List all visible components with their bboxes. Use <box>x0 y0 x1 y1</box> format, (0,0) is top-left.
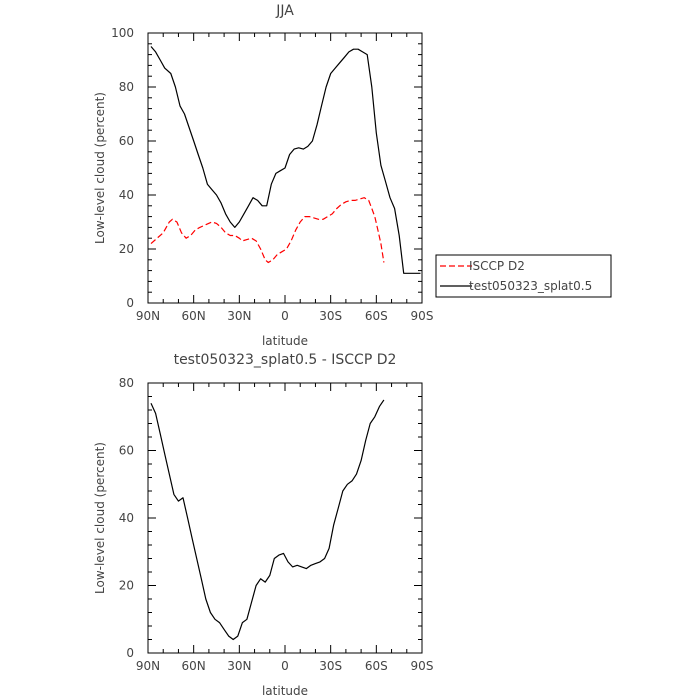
y-tick-label: 40 <box>119 188 134 202</box>
x-tick-label: 90S <box>411 659 434 673</box>
y-tick-label: 40 <box>119 511 134 525</box>
x-tick-label: 30N <box>227 659 251 673</box>
legend-label: ISCCP D2 <box>469 259 525 273</box>
y-tick-label: 0 <box>126 296 134 310</box>
y-tick-label: 100 <box>111 26 134 40</box>
x-tick-label: 60N <box>182 309 206 323</box>
legend <box>435 254 612 298</box>
x-tick-label: 30N <box>227 309 251 323</box>
x-tick-label: 30S <box>319 659 342 673</box>
y-tick-label: 60 <box>119 134 134 148</box>
x-axis-label: latitude <box>262 334 308 348</box>
y-tick-label: 20 <box>119 579 134 593</box>
legend-label: test050323_splat0.5 <box>469 279 592 293</box>
y-tick-label: 20 <box>119 242 134 256</box>
x-tick-label: 90N <box>136 659 160 673</box>
chart-title: JJA <box>275 3 294 19</box>
x-tick-label: 60S <box>365 309 388 323</box>
y-tick-label: 80 <box>119 80 134 94</box>
x-tick-label: 60S <box>365 659 388 673</box>
plot-frame <box>147 382 423 654</box>
x-tick-label: 60N <box>182 659 206 673</box>
y-axis-label: Low-level cloud (percent) <box>93 92 107 244</box>
x-tick-label: 90S <box>411 309 434 323</box>
chart-title: test050323_splat0.5 - ISCCP D2 <box>174 352 397 368</box>
series-line-0 <box>150 197 385 264</box>
y-tick-label: 60 <box>119 444 134 458</box>
series-line-1 <box>150 46 421 274</box>
top-chart: JJA 90N 60N 30N 0 30S 60S 90S 0 20 40 60 80 100 latitu… <box>93 3 612 348</box>
series-line-0 <box>150 399 385 641</box>
x-tick-label: 90N <box>136 309 160 323</box>
x-axis-label: latitude <box>262 684 308 698</box>
bottom-chart: test050323_splat0.5 - ISCCP D2 90N 60N 30N 0… <box>93 352 433 698</box>
y-axis-label: Low-level cloud (percent) <box>93 442 107 594</box>
y-tick-label: 0 <box>126 646 134 660</box>
x-tick-label: 30S <box>319 309 342 323</box>
y-tick-label: 80 <box>119 376 134 390</box>
x-tick-label: 0 <box>281 659 289 673</box>
x-tick-label: 0 <box>281 309 289 323</box>
